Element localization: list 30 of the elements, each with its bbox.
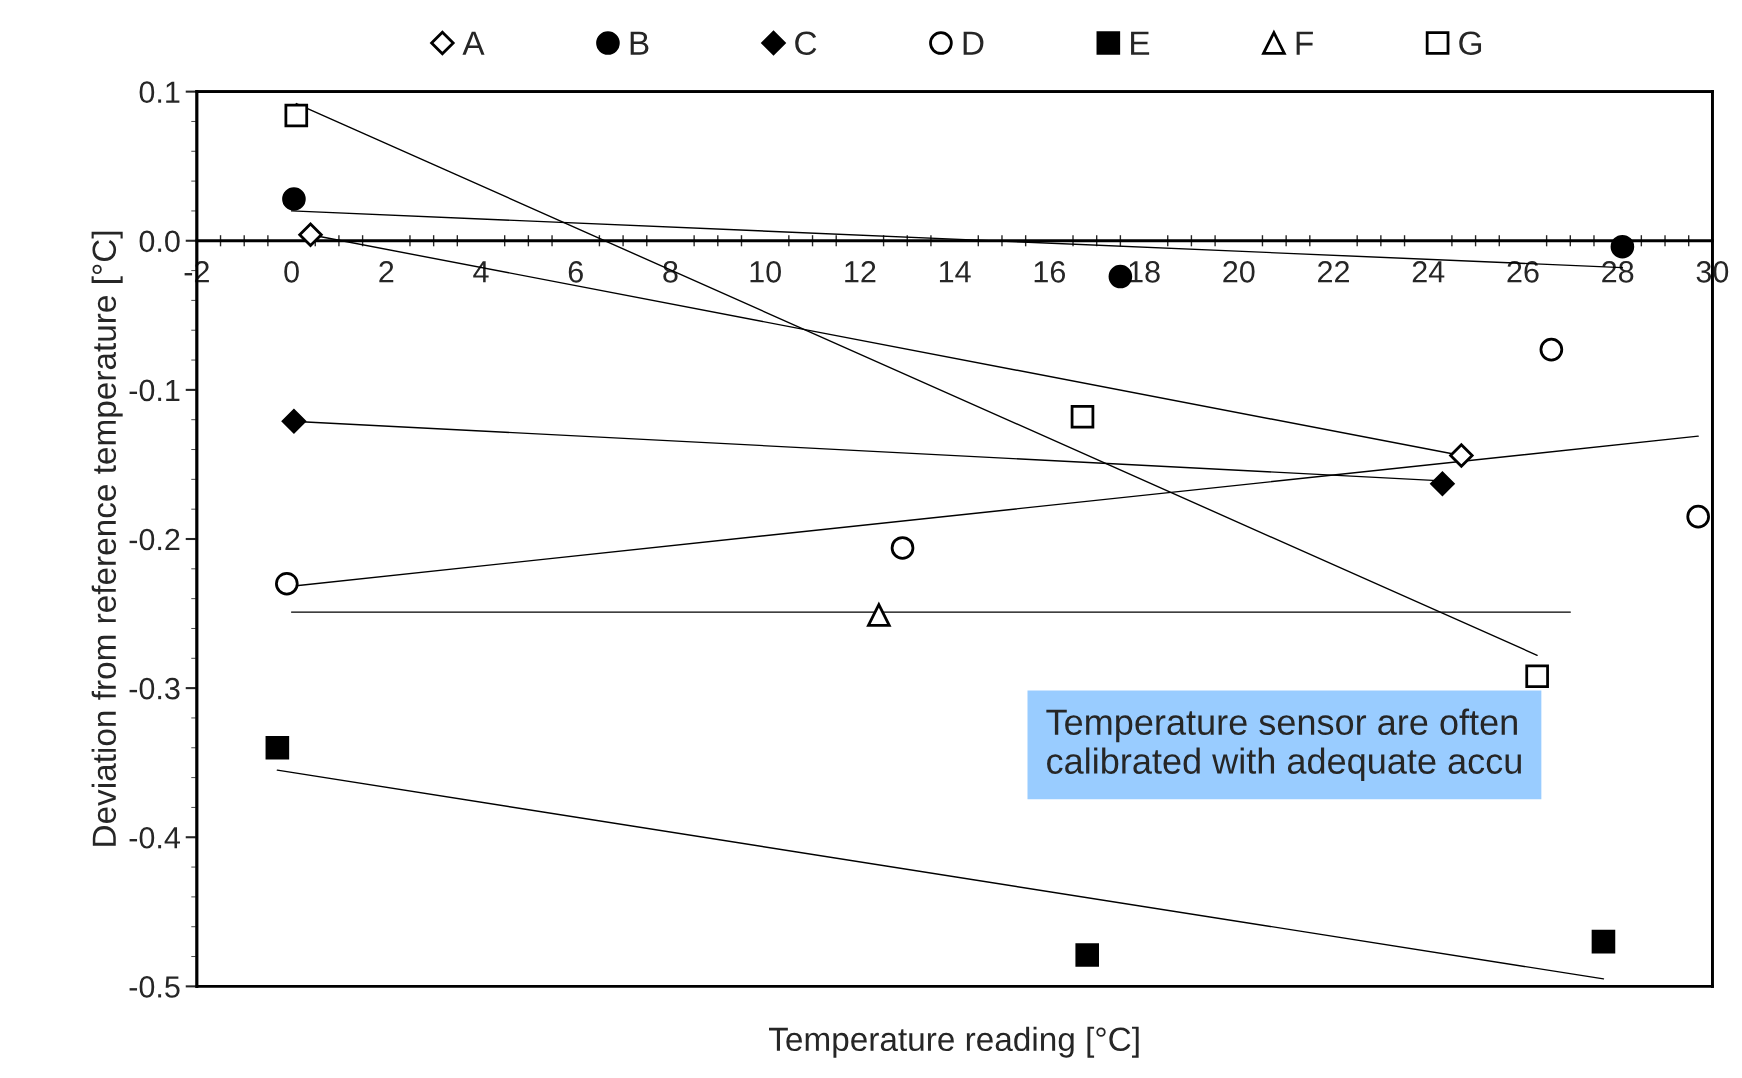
- legend-label: F: [1296, 31, 1313, 55]
- y-tick-label: -0.5: [129, 976, 180, 998]
- y-tick-label: -0.3: [129, 677, 180, 700]
- y-tick-label: -0.4: [129, 826, 180, 849]
- x-tick-label: 14: [939, 261, 971, 283]
- x-tick-label: 18: [1129, 261, 1160, 283]
- y-tick-label: -0.1: [129, 379, 180, 402]
- y-tick-label: 0.0: [139, 230, 180, 253]
- legend-label: E: [1131, 31, 1150, 55]
- legend-label: D: [963, 31, 984, 55]
- y-tick-label: 0.1: [139, 81, 180, 103]
- x-tick-label: 2: [379, 261, 394, 283]
- y-tick-label: -0.2: [129, 528, 180, 551]
- x-tick-label: 10: [750, 261, 781, 283]
- legend-label: B: [630, 31, 649, 55]
- x-tick-label: 12: [845, 261, 876, 283]
- legend-label: C: [795, 31, 817, 56]
- annotation: Temperature sensor are often calibrated with adequate accu: [1046, 708, 1521, 782]
- x-tick-label: 0: [284, 261, 299, 283]
- x-tick-label: 26: [1507, 261, 1539, 283]
- x-tick-label: 24: [1412, 261, 1445, 283]
- x-tick-label: 16: [1034, 261, 1065, 283]
- x-tick-label: 20: [1223, 261, 1255, 283]
- y-axis-title: Deviation from reference temperature [°C]: [91, 231, 123, 846]
- x-tick-label: 28: [1602, 261, 1634, 283]
- x-tick-label: 22: [1318, 261, 1349, 283]
- legend-label: A: [462, 31, 485, 55]
- legend-label: G: [1459, 31, 1482, 56]
- x-axis-title: Temperature reading [°C]: [769, 1026, 1139, 1058]
- x-tick-label: 6: [568, 261, 583, 283]
